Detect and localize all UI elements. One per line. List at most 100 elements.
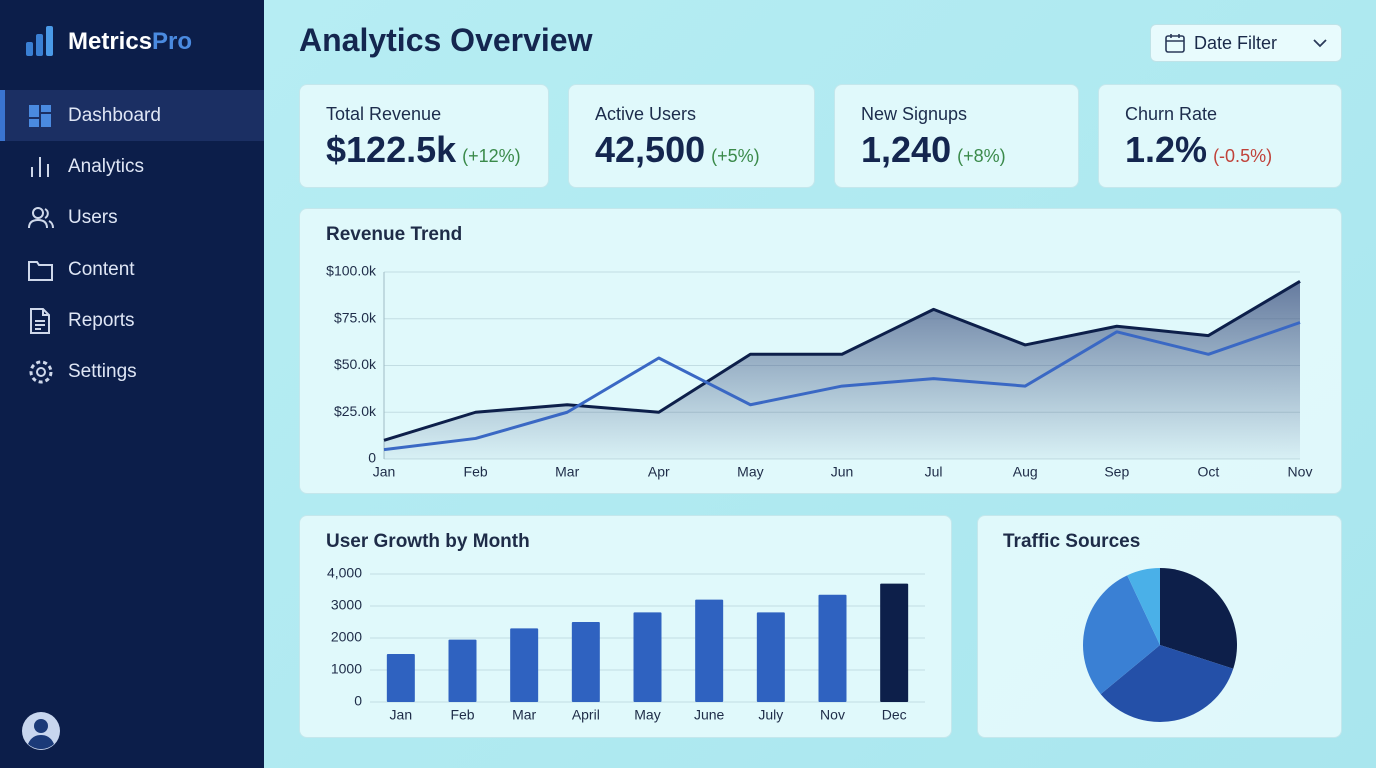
x-tick-label: Nov (1288, 464, 1313, 480)
x-tick-label: Jul (925, 464, 943, 480)
x-tick-label: May (634, 707, 660, 723)
y-tick-label: $100.0k (326, 263, 377, 279)
avatar[interactable] (21, 711, 61, 751)
bar (510, 628, 539, 702)
kpi-value: 1,240 (861, 129, 952, 170)
kpi-value: 1.2% (1125, 129, 1208, 170)
x-tick-label: June (694, 707, 725, 723)
x-tick-label: Jan (373, 464, 396, 480)
nav-label: Users (68, 206, 118, 228)
kpi-change: (+5%) (711, 146, 760, 166)
brand-accent: Pro (152, 28, 193, 55)
y-tick-label: 1000 (331, 661, 362, 677)
nav-label: Content (68, 258, 135, 280)
logo-icon (26, 26, 53, 56)
icon (29, 104, 51, 127)
x-tick-label: Mar (555, 464, 579, 480)
bar (880, 583, 909, 702)
pie-slice (1100, 645, 1234, 722)
x-tick-label: Nov (820, 707, 845, 723)
x-tick-label: April (572, 707, 600, 723)
kpi-card: New Signups 1,240 (+8%) (834, 84, 1079, 188)
x-tick-label: Aug (1013, 464, 1038, 480)
bar (695, 599, 724, 702)
x-tick-label: Mar (512, 707, 536, 723)
x-tick-label: Feb (450, 707, 474, 723)
bar (818, 594, 847, 702)
kpi-card: Churn Rate 1.2% (-0.5%) (1098, 84, 1342, 188)
page-title: Analytics Overview (299, 22, 593, 58)
y-tick-label: 0 (354, 693, 362, 709)
kpi-label: Churn Rate (1125, 104, 1218, 124)
nav-item[interactable]: Reports (0, 295, 264, 346)
x-tick-label: May (737, 464, 763, 480)
kpi-value-row: $122.5k (+12%) (326, 129, 521, 171)
line (383, 280, 1301, 442)
y-tick-label: 0 (368, 450, 376, 466)
nav-item[interactable]: Dashboard (0, 90, 264, 141)
filter-label: Date Filter (1194, 33, 1278, 53)
icon (31, 156, 49, 177)
x-tick-label: Dec (882, 707, 907, 723)
y-tick-label: $75.0k (334, 309, 377, 325)
nav-label: Settings (68, 360, 137, 382)
bar (386, 654, 415, 702)
calendar-icon (1165, 34, 1185, 53)
nav-label: Analytics (68, 155, 145, 177)
nav-item[interactable]: Settings (0, 346, 264, 397)
y-tick-label: 4,000 (327, 565, 362, 581)
kpi-change: (+12%) (462, 146, 521, 166)
area (384, 281, 1300, 459)
nav-label: Dashboard (68, 104, 161, 126)
pie-slice (1127, 568, 1160, 645)
chart-title: Traffic Sources (1003, 531, 1140, 552)
icon (28, 260, 53, 281)
kpi-change: (-0.5%) (1213, 146, 1273, 166)
x-tick-label: Sep (1104, 464, 1129, 480)
nav-item[interactable]: Analytics (0, 141, 264, 192)
kpi-value-row: 42,500 (+5%) (595, 129, 760, 171)
y-tick-label: 3000 (331, 597, 362, 613)
icon (30, 307, 50, 334)
kpi-card: Total Revenue $122.5k (+12%) (299, 84, 549, 188)
kpi-value-row: 1.2% (-0.5%) (1125, 129, 1272, 171)
nav-item[interactable]: Content (0, 244, 264, 295)
brand: MetricsPro (68, 28, 192, 56)
y-tick-label: $50.0k (334, 356, 377, 372)
icon (29, 360, 53, 383)
sidebar: MetricsPro Dashboard Analytics Users Con… (0, 0, 264, 768)
pie-slice (1083, 575, 1160, 695)
date-filter[interactable]: Date Filter (1150, 24, 1342, 62)
x-tick-label: Jan (390, 707, 413, 723)
bar (756, 612, 785, 702)
chevron (1313, 39, 1327, 48)
bar (571, 622, 600, 702)
kpi-value: 42,500 (595, 129, 706, 170)
x-tick-label: Jun (831, 464, 854, 480)
x-tick-label: Feb (464, 464, 488, 480)
kpi-value-row: 1,240 (+8%) (861, 129, 1006, 171)
icon (28, 206, 54, 228)
kpi-value: $122.5k (326, 129, 457, 170)
pie-slice (1160, 568, 1237, 669)
y-tick-label: 2000 (331, 629, 362, 645)
chart-title: User Growth by Month (326, 531, 530, 552)
kpi-change: (+8%) (957, 146, 1006, 166)
chart-title: Revenue Trend (326, 224, 462, 245)
bar (448, 639, 477, 702)
brand-main: Metrics (68, 28, 153, 55)
x-tick-label: Oct (1198, 464, 1220, 480)
kpi-card: Active Users 42,500 (+5%) (568, 84, 815, 188)
kpi-label: Active Users (595, 104, 697, 124)
kpi-label: Total Revenue (326, 104, 442, 124)
kpi-label: New Signups (861, 104, 968, 124)
x-tick-label: July (758, 707, 783, 723)
line (383, 321, 1301, 452)
bar (633, 612, 662, 702)
nav-label: Reports (68, 309, 135, 331)
nav-item[interactable]: Users (0, 192, 264, 243)
y-tick-label: $25.0k (334, 403, 377, 419)
x-tick-label: Apr (648, 464, 670, 480)
